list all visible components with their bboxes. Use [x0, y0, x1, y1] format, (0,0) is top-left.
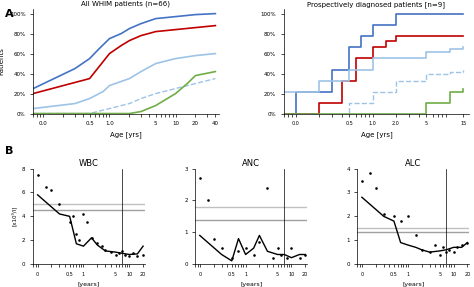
- Point: [118, 249, 126, 253]
- Point: [47, 188, 55, 192]
- Point: [235, 249, 242, 254]
- Point: [66, 220, 73, 225]
- Point: [196, 176, 203, 181]
- X-axis label: Age [yrs]: Age [yrs]: [110, 132, 142, 139]
- Point: [250, 252, 257, 257]
- Point: [274, 246, 282, 251]
- Point: [404, 214, 411, 219]
- Text: B: B: [5, 146, 13, 156]
- Title: WBC: WBC: [79, 159, 99, 168]
- Point: [264, 185, 271, 190]
- Point: [242, 246, 249, 251]
- Point: [101, 247, 109, 252]
- Title: ANC: ANC: [242, 159, 260, 168]
- Point: [139, 252, 147, 257]
- Point: [372, 185, 380, 190]
- Point: [426, 250, 433, 254]
- Point: [34, 172, 41, 177]
- Point: [42, 184, 49, 189]
- Point: [121, 252, 128, 257]
- Point: [204, 198, 211, 203]
- Point: [75, 238, 83, 243]
- Title: ALC: ALC: [405, 159, 421, 168]
- Point: [296, 255, 303, 260]
- Y-axis label: [x10⁹/l]: [x10⁹/l]: [11, 206, 17, 226]
- Point: [418, 247, 425, 252]
- Point: [443, 250, 450, 254]
- Point: [107, 250, 115, 254]
- Point: [301, 252, 309, 257]
- Point: [450, 250, 457, 254]
- Point: [129, 251, 137, 256]
- Text: A: A: [5, 9, 13, 19]
- Title: All WHIM patients (n=66): All WHIM patients (n=66): [82, 1, 171, 7]
- Point: [88, 236, 95, 240]
- Point: [390, 214, 398, 219]
- Point: [115, 251, 123, 256]
- Point: [56, 202, 64, 207]
- Point: [358, 178, 365, 183]
- Point: [134, 253, 141, 258]
- Point: [255, 239, 263, 244]
- Point: [464, 240, 471, 245]
- X-axis label: [years]: [years]: [78, 282, 100, 287]
- Point: [83, 220, 91, 225]
- Title: Prospectively diagnosed patients [n=9]: Prospectively diagnosed patients [n=9]: [308, 1, 446, 7]
- X-axis label: [years]: [years]: [240, 282, 262, 287]
- Point: [439, 245, 447, 250]
- Point: [73, 232, 80, 236]
- Point: [126, 253, 133, 258]
- Point: [228, 255, 236, 260]
- Point: [436, 252, 444, 257]
- Point: [269, 255, 277, 260]
- Point: [112, 252, 119, 257]
- Point: [288, 246, 295, 251]
- Point: [446, 247, 453, 252]
- Point: [210, 236, 218, 241]
- Point: [98, 244, 106, 249]
- X-axis label: [years]: [years]: [402, 282, 425, 287]
- Point: [366, 171, 374, 176]
- Y-axis label: Patients: Patients: [0, 47, 4, 75]
- Point: [283, 255, 291, 260]
- Point: [458, 243, 465, 247]
- Point: [454, 245, 461, 250]
- Point: [412, 233, 419, 238]
- Point: [93, 240, 101, 245]
- X-axis label: Age [yrs]: Age [yrs]: [361, 132, 392, 139]
- Point: [397, 219, 404, 223]
- Point: [218, 246, 226, 251]
- Point: [277, 252, 285, 257]
- Point: [70, 214, 77, 219]
- Point: [380, 212, 388, 216]
- Point: [431, 243, 439, 247]
- Point: [80, 212, 87, 216]
